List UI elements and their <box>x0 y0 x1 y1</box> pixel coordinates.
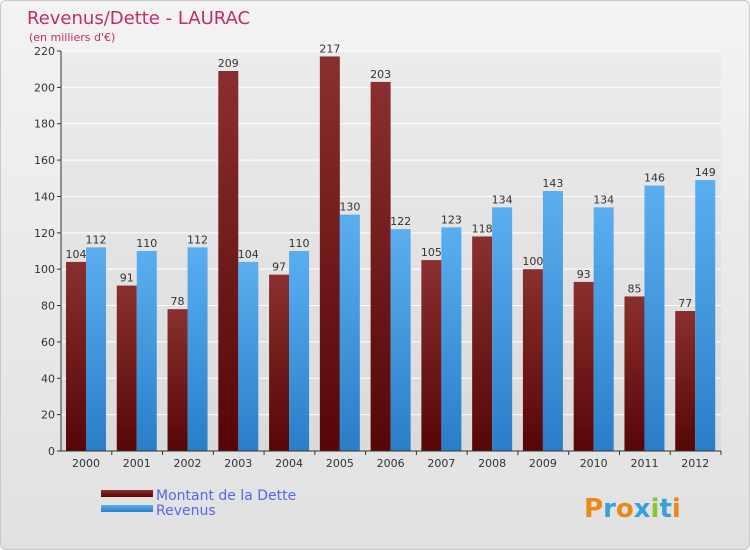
data-label-dette-2001: 91 <box>120 272 134 285</box>
bar-dette-2011 <box>624 296 645 451</box>
x-tick-label-2009: 2009 <box>529 457 557 470</box>
bar-dette-2010 <box>573 281 594 451</box>
data-label-dette-2003: 209 <box>218 57 239 70</box>
bar-revenus-2001 <box>136 251 157 451</box>
data-label-revenus-2006: 122 <box>390 215 411 228</box>
bar-dette-2012 <box>675 311 696 451</box>
data-label-revenus-2010: 134 <box>593 193 614 206</box>
y-tick-label-200: 200 <box>34 81 55 94</box>
x-tick-label-2010: 2010 <box>580 457 608 470</box>
data-label-dette-2011: 85 <box>627 282 641 295</box>
bar-revenus-2009 <box>542 191 563 451</box>
bar-dette-2004 <box>269 274 290 451</box>
bar-revenus-2002 <box>187 247 208 451</box>
y-tick-label-80: 80 <box>41 300 55 313</box>
bar-revenus-2000 <box>86 247 106 451</box>
bar-dette-2001 <box>116 285 137 451</box>
x-tick-label-2000: 2000 <box>72 457 100 470</box>
data-label-dette-2007: 105 <box>421 246 442 259</box>
bar-revenus-2012 <box>695 180 716 451</box>
chart-title: Revenus/Dette - LAURAC <box>27 8 250 29</box>
x-tick-label-2007: 2007 <box>427 457 455 470</box>
data-label-revenus-2002: 112 <box>187 233 208 246</box>
y-tick-label-120: 120 <box>34 227 55 240</box>
y-tick-label-20: 20 <box>41 409 55 422</box>
y-tick-label-160: 160 <box>34 154 55 167</box>
bar-revenus-2008 <box>492 207 513 451</box>
bar-dette-2000 <box>66 261 86 451</box>
y-tick-label-40: 40 <box>41 372 55 385</box>
bar-revenus-2004 <box>289 251 310 451</box>
data-label-revenus-2003: 104 <box>238 248 259 261</box>
x-tick-label-2002: 2002 <box>174 457 202 470</box>
y-tick-label-60: 60 <box>41 336 55 349</box>
legend-label-dette: Montant de la Dette <box>156 488 296 504</box>
bar-dette-2006 <box>370 81 391 451</box>
x-tick-label-2005: 2005 <box>326 457 354 470</box>
x-tick-label-2003: 2003 <box>224 457 252 470</box>
x-tick-label-2006: 2006 <box>377 457 405 470</box>
data-label-dette-2010: 93 <box>577 268 591 281</box>
bar-dette-2008 <box>472 236 493 451</box>
data-label-dette-2006: 203 <box>370 68 391 81</box>
y-tick-label-0: 0 <box>48 445 55 458</box>
y-tick-label-220: 220 <box>34 45 55 58</box>
bar-revenus-2005 <box>339 214 360 451</box>
data-label-revenus-2008: 134 <box>492 193 513 206</box>
bar-dette-2009 <box>522 269 543 451</box>
y-axis-ticks: 0 20 40 60 80 100 120 140 160 180 200 220 <box>34 45 61 458</box>
bar-revenus-2006 <box>390 229 411 451</box>
x-tick-label-2012: 2012 <box>681 457 709 470</box>
bar-revenus-2003 <box>238 261 259 451</box>
legend-swatch-dette <box>101 490 153 497</box>
bar-dette-2005 <box>319 56 340 452</box>
y-tick-label-180: 180 <box>34 118 55 131</box>
bar-revenus-2007 <box>441 227 462 451</box>
x-tick-label-2004: 2004 <box>275 457 303 470</box>
data-label-dette-2002: 78 <box>171 295 185 308</box>
data-label-revenus-2005: 130 <box>339 201 360 214</box>
x-tick-label-2008: 2008 <box>478 457 506 470</box>
y-tick-label-140: 140 <box>34 190 55 203</box>
bar-dette-2003 <box>218 71 239 451</box>
data-label-revenus-2012: 149 <box>695 166 716 179</box>
x-tick-label-2011: 2011 <box>630 457 658 470</box>
bar-revenus-2011 <box>644 185 665 451</box>
x-axis-ticks: 2000 2001 2002 2003 2004 2005 2006 2007 2008 2009… <box>72 451 722 470</box>
data-label-revenus-2004: 110 <box>289 237 310 250</box>
bar-dette-2007 <box>421 260 442 451</box>
bar-revenus-2010 <box>593 207 614 451</box>
y-tick-label-100: 100 <box>34 263 55 276</box>
data-label-dette-2008: 118 <box>472 222 493 235</box>
data-label-revenus-2009: 143 <box>542 177 563 190</box>
data-label-dette-2009: 100 <box>522 255 543 268</box>
legend: Montant de la Dette Revenus <box>101 488 296 519</box>
x-tick-label-2001: 2001 <box>123 457 151 470</box>
chart-subtitle: (en milliers d'€) <box>29 31 115 44</box>
data-label-dette-2012: 77 <box>678 297 692 310</box>
data-label-revenus-2000: 112 <box>86 233 107 246</box>
legend-swatch-revenus <box>101 505 153 512</box>
data-label-dette-2005: 217 <box>319 42 340 55</box>
data-label-revenus-2007: 123 <box>441 213 462 226</box>
data-label-revenus-2011: 146 <box>644 172 665 185</box>
data-labels: 1041129111078112209104971102171302031221… <box>66 42 716 310</box>
bar-dette-2002 <box>167 309 188 451</box>
proxiti-logo: Proxiti <box>584 494 681 524</box>
legend-label-revenus: Revenus <box>156 503 216 519</box>
data-label-dette-2004: 97 <box>272 261 286 274</box>
bars-group <box>66 56 716 452</box>
data-label-dette-2000: 104 <box>66 248 87 261</box>
data-label-revenus-2001: 110 <box>136 237 157 250</box>
